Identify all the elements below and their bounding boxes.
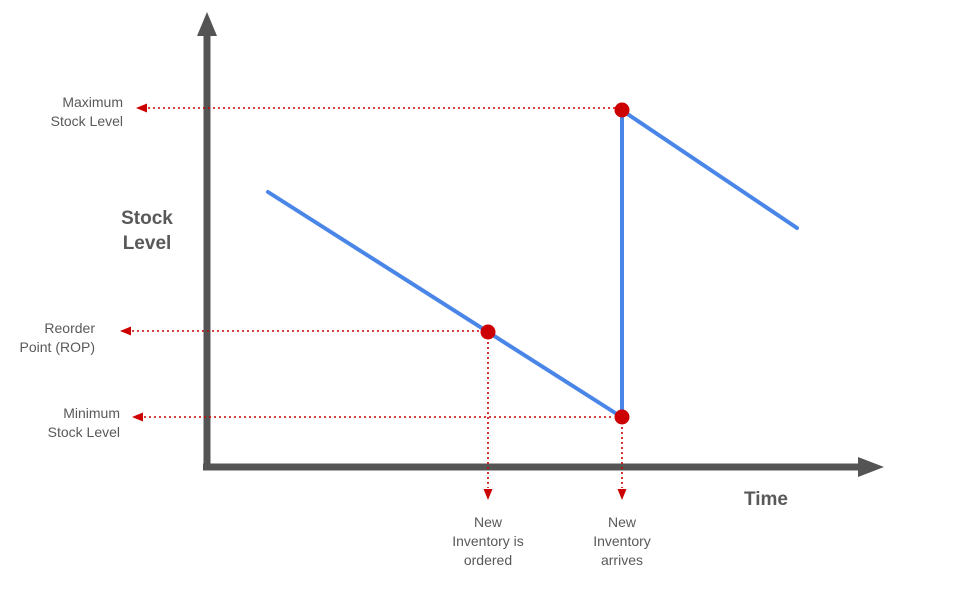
minimum-stock-label: Minimum Stock Level	[47, 405, 120, 440]
y-axis-arrowhead-icon	[197, 12, 217, 36]
stock-decline-segment-1	[266, 190, 622, 418]
min-level-guide-arrow-icon	[132, 412, 143, 422]
max-level-guide-arrow-icon	[136, 103, 147, 113]
x-axis-title: Time	[744, 489, 789, 510]
arrival-event-arrow-icon	[617, 489, 627, 500]
reorder-guide-arrow-icon	[120, 326, 131, 336]
min-stock-marker	[614, 409, 630, 425]
reorder-point-marker	[480, 324, 496, 340]
arrival-event-label: New Inventory arrives	[593, 514, 651, 568]
reorder-point-label: Reorder Point (ROP)	[19, 320, 95, 355]
stock-decline-segment-2	[621, 109, 799, 230]
max-stock-marker	[614, 102, 630, 118]
order-event-label: New Inventory is ordered	[452, 514, 524, 568]
order-event-arrow-icon	[483, 489, 493, 500]
maximum-stock-label: Maximum Stock Level	[50, 94, 123, 129]
x-axis-arrowhead-icon	[858, 457, 884, 477]
y-axis-title: Stock Level	[121, 208, 173, 254]
